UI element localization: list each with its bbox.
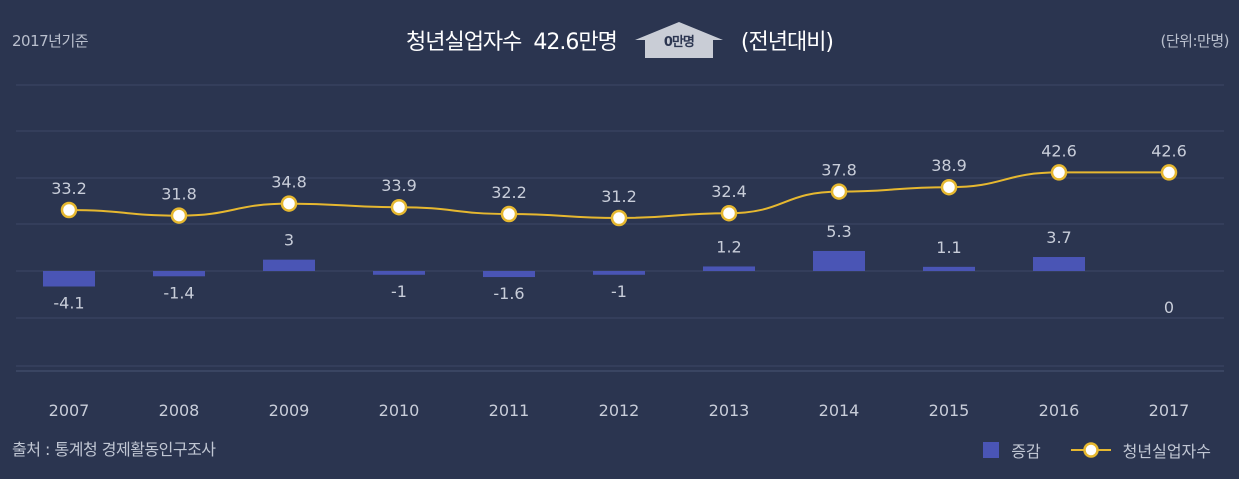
unit-label: (단위:만명)	[1160, 32, 1230, 50]
bar-label-2007: -4.1	[53, 293, 84, 312]
bar-label-2015: 1.1	[936, 238, 961, 257]
point-label-2010: 33.9	[381, 176, 417, 195]
bar-label-2008: -1.4	[163, 283, 194, 302]
bar-label-2011: -1.6	[493, 284, 524, 303]
source-note: 출처 : 통계청 경제활동인구조사	[12, 440, 216, 459]
bar-2013	[703, 266, 755, 271]
point-2014	[830, 183, 848, 200]
line-series	[60, 164, 1178, 227]
point-2008	[170, 207, 188, 224]
point-2007	[60, 201, 78, 219]
point-label-2012: 31.2	[601, 187, 637, 206]
bar-2007	[43, 271, 95, 287]
bar-2015	[923, 266, 975, 271]
x-tick-label-2016: 2016	[1039, 401, 1080, 420]
point-2016	[1050, 164, 1068, 181]
bar-2016	[1033, 257, 1085, 271]
point-2017	[1160, 164, 1178, 181]
bar-label-2014: 5.3	[826, 222, 851, 241]
point-2010	[390, 198, 408, 216]
grid-lines	[16, 84, 1224, 372]
point-2009	[280, 195, 298, 212]
legend-line-swatch	[1070, 442, 1111, 458]
base-year-label: 2017년기준	[12, 32, 89, 50]
bar-2009	[263, 259, 315, 271]
bar-label-2012: -1	[611, 282, 627, 301]
bar-label-2009: 3	[284, 231, 294, 250]
point-label-2007: 33.2	[51, 179, 87, 198]
change-value: 0만명	[663, 35, 695, 50]
point-2011	[500, 205, 518, 223]
bar-label-2010: -1	[391, 282, 407, 301]
x-axis: 2007 2008 2009 2010 2011 2012 2013 2014 2015 2016…	[49, 401, 1190, 420]
legend: 증감 청년실업자수	[983, 438, 1211, 462]
point-label-2009: 34.8	[271, 173, 307, 192]
point-2013	[720, 204, 738, 222]
change-note: (전년대비)	[740, 30, 834, 55]
x-tick-label-2008: 2008	[159, 401, 200, 420]
point-label-2016: 42.6	[1041, 141, 1077, 160]
legend-bar-swatch	[983, 442, 1000, 458]
legend-bar-label: 증감	[1011, 442, 1041, 461]
x-tick-label-2009: 2009	[269, 401, 310, 420]
legend-line-label: 청년실업자수	[1122, 442, 1211, 461]
point-label-2015: 38.9	[931, 156, 967, 175]
point-label-2008: 31.8	[161, 185, 197, 204]
bar-2008	[153, 271, 205, 277]
x-tick-label-2010: 2010	[379, 401, 420, 420]
x-tick-label-2012: 2012	[599, 401, 640, 420]
data-labels: -4.1 -1.4 3 -1 -1.6 -1 1.2 5.3 1.1 3.7 0 33.2 31.8 34…	[51, 141, 1187, 317]
up-arrow-icon	[634, 22, 723, 58]
x-tick-label-2013: 2013	[709, 401, 750, 420]
bar-series	[43, 250, 1085, 287]
x-tick-label-2015: 2015	[929, 401, 970, 420]
point-2015	[940, 178, 958, 196]
x-tick-label-2017: 2017	[1149, 401, 1190, 420]
bar-2011	[483, 271, 535, 278]
bar-label-2016: 3.7	[1046, 228, 1071, 247]
point-2012	[610, 209, 628, 227]
point-label-2011: 32.2	[491, 183, 527, 202]
bar-label-2017: 0	[1164, 298, 1174, 317]
point-label-2017: 42.6	[1151, 141, 1187, 160]
bar-2012	[593, 271, 645, 275]
bar-label-2013: 1.2	[716, 237, 741, 256]
x-tick-label-2007: 2007	[49, 401, 90, 420]
point-label-2013: 32.4	[711, 182, 747, 201]
x-tick-label-2011: 2011	[489, 401, 530, 420]
bar-2010	[373, 271, 425, 275]
headline-value: 42.6만명	[533, 30, 617, 55]
change-badge: 0만명	[631, 20, 727, 60]
headline-label: 청년실업자수	[405, 30, 522, 55]
bar-2014	[813, 250, 865, 271]
x-tick-label-2014: 2014	[819, 401, 860, 420]
point-label-2014: 37.8	[821, 161, 857, 180]
headline: 청년실업자수 42.6만명 0만명 (전년대비)	[0, 22, 1239, 58]
